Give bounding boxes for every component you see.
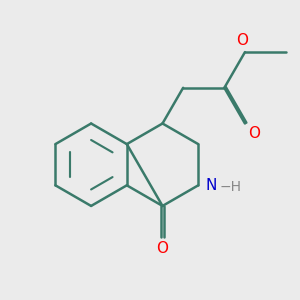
Text: O: O [236,33,248,48]
Text: N: N [206,178,217,193]
Text: −H: −H [220,180,242,194]
Text: O: O [157,241,169,256]
Text: O: O [248,126,260,141]
